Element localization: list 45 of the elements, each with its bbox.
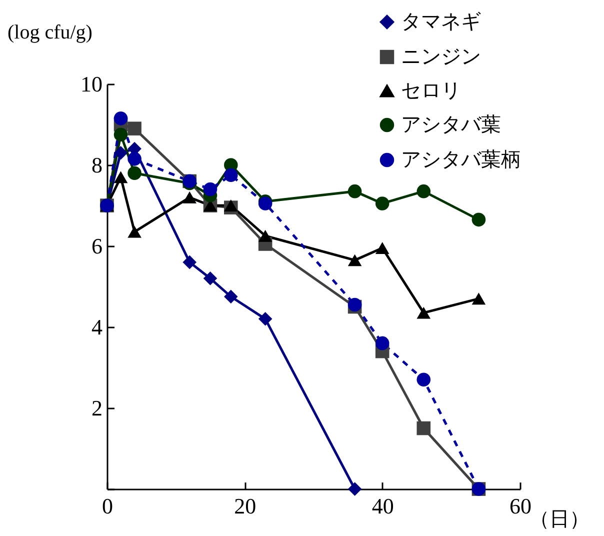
x-axis-title: （日）	[530, 508, 590, 530]
point	[128, 166, 142, 180]
point	[224, 200, 238, 212]
point	[128, 122, 142, 136]
point	[416, 372, 431, 387]
legend-label: アシタバ葉柄	[401, 149, 521, 171]
y-tick-label: 4	[92, 314, 102, 340]
point	[258, 230, 272, 242]
y-tick-label: 8	[92, 152, 102, 178]
point	[224, 290, 238, 304]
point	[258, 312, 272, 326]
point	[416, 306, 431, 319]
legend-label: ニンジン	[401, 46, 481, 68]
point	[128, 226, 142, 238]
x-tick-label: 40	[372, 494, 394, 518]
point	[128, 152, 142, 166]
point	[203, 272, 218, 286]
point	[375, 196, 390, 210]
y-tick-label: 10	[80, 72, 102, 96]
point	[416, 421, 431, 436]
point	[182, 191, 196, 204]
point	[375, 242, 390, 254]
point	[114, 128, 128, 142]
x-tick-label: 20	[234, 494, 256, 518]
point	[114, 171, 128, 184]
legend-label: タマネギ	[401, 11, 481, 33]
point	[224, 168, 238, 182]
point	[114, 146, 128, 160]
y-tick-label: 2	[92, 396, 102, 420]
y-tick-label: 6	[92, 234, 102, 258]
legend-label: アシタバ葉	[401, 114, 501, 136]
legend-label: セロリ	[401, 80, 461, 102]
point	[348, 184, 362, 198]
point	[348, 482, 362, 496]
point	[182, 255, 196, 270]
point	[114, 112, 128, 126]
point	[472, 292, 486, 305]
point	[472, 212, 486, 227]
y-axis-title: (log cfu/g)	[8, 22, 92, 44]
point	[375, 336, 390, 350]
point	[203, 182, 218, 196]
point	[416, 184, 431, 198]
x-tick-label: 0	[102, 494, 113, 518]
point	[348, 254, 362, 266]
x-tick-label: 60	[510, 494, 532, 518]
